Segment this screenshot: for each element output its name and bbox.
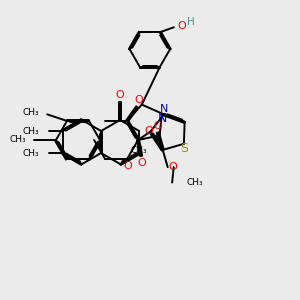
Text: CH₃: CH₃ xyxy=(22,127,39,136)
Text: N: N xyxy=(158,112,168,125)
Text: O: O xyxy=(116,90,124,100)
Text: O: O xyxy=(124,161,133,171)
Text: CH₃: CH₃ xyxy=(131,146,148,155)
Text: CH₃: CH₃ xyxy=(186,178,203,187)
Text: O: O xyxy=(169,162,178,172)
Text: O: O xyxy=(135,95,143,105)
Text: O: O xyxy=(138,158,146,168)
Text: CH₃: CH₃ xyxy=(9,136,26,145)
Text: O: O xyxy=(153,121,162,130)
Text: CH₃: CH₃ xyxy=(22,148,39,158)
Text: S: S xyxy=(180,142,188,155)
Text: N: N xyxy=(160,104,168,114)
Text: CH₃: CH₃ xyxy=(22,108,39,117)
Text: O: O xyxy=(178,21,187,31)
Text: H: H xyxy=(187,17,195,27)
Text: O: O xyxy=(144,126,153,136)
